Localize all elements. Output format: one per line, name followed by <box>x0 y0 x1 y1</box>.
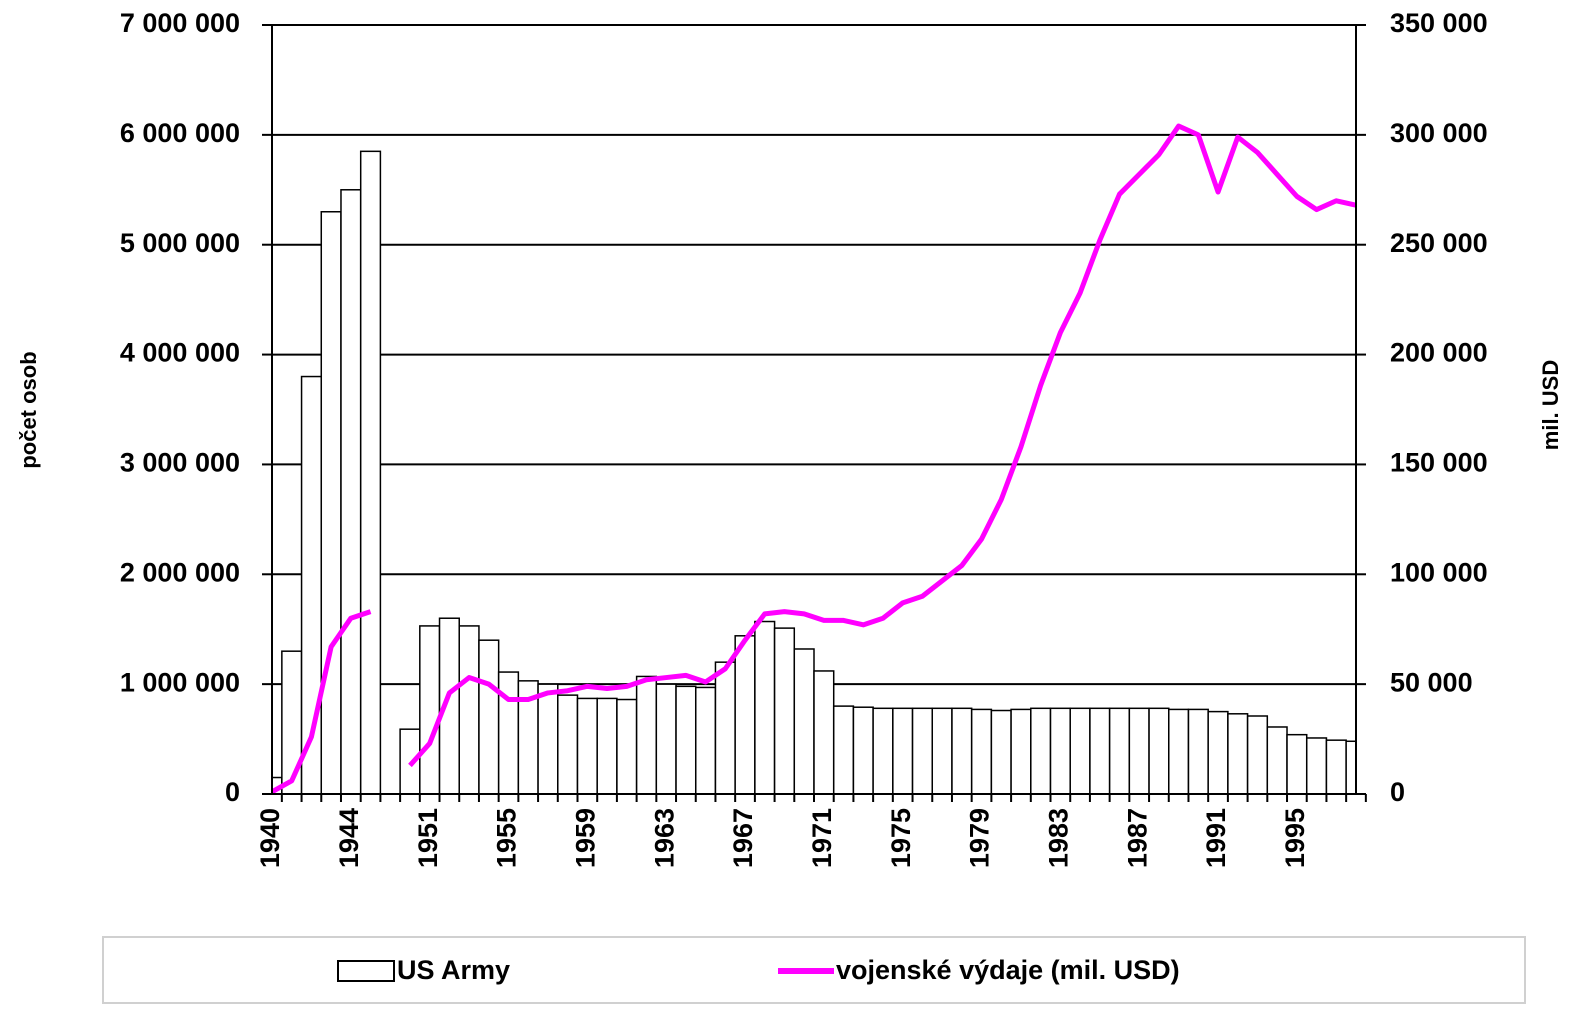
bar <box>1030 707 1052 795</box>
line <box>270 123 1357 794</box>
bar <box>1168 708 1190 795</box>
bar <box>497 671 520 795</box>
bar <box>832 705 855 795</box>
legend-label: US Army <box>397 955 510 985</box>
bar <box>1187 708 1209 795</box>
x-tick-label: 1971 <box>807 808 837 868</box>
bar <box>872 707 894 795</box>
bar <box>911 707 934 795</box>
bar <box>1246 715 1269 795</box>
bar <box>576 697 598 795</box>
bar <box>537 683 559 795</box>
x-tick-label: 1967 <box>728 808 758 868</box>
bar <box>1325 739 1347 795</box>
bar <box>320 211 342 795</box>
x-tick-label: 1991 <box>1201 808 1231 868</box>
bar <box>793 648 815 795</box>
bar <box>1345 740 1357 795</box>
bar <box>892 707 914 795</box>
bar <box>852 706 874 795</box>
y2-tick-label: 250 000 <box>1390 228 1488 258</box>
x-tick-label: 1944 <box>334 808 364 868</box>
bar <box>281 650 303 795</box>
bar <box>675 685 697 795</box>
bar <box>734 635 756 795</box>
bar <box>1305 737 1328 795</box>
bar <box>951 707 973 795</box>
y2-axis-label: mil. USD <box>1538 360 1563 450</box>
bar <box>399 728 421 795</box>
bar <box>1266 726 1288 795</box>
y-tick-label: 0 <box>225 777 240 807</box>
y2-tick-label: 0 <box>1390 777 1405 807</box>
bar <box>616 698 638 795</box>
x-tick-label: 1995 <box>1280 808 1310 868</box>
bar <box>1069 707 1091 795</box>
legend-swatch <box>337 960 395 982</box>
bar <box>1128 707 1150 795</box>
y2-tick-label: 200 000 <box>1390 338 1488 368</box>
y-tick-label: 1 000 000 <box>120 667 240 697</box>
bar <box>1207 710 1229 795</box>
y-tick-label: 6 000 000 <box>120 118 240 148</box>
bar <box>1108 707 1131 795</box>
y-tick-label: 7 000 000 <box>120 8 240 38</box>
bar <box>714 661 736 795</box>
x-tick-label: 1983 <box>1043 808 1073 868</box>
x-tick-label: 1979 <box>965 808 995 868</box>
bar <box>419 625 441 795</box>
x-tick-label: 1955 <box>492 808 522 868</box>
bar <box>813 670 835 795</box>
bar <box>557 694 579 795</box>
x-tick-label: 1963 <box>649 808 679 868</box>
bar <box>990 709 1012 795</box>
y-tick-label: 5 000 000 <box>120 228 240 258</box>
y-tick-label: 2 000 000 <box>120 557 240 587</box>
bar <box>754 620 776 795</box>
y2-tick-label: 350 000 <box>1390 8 1488 38</box>
bar <box>359 150 382 795</box>
y-tick-label: 3 000 000 <box>120 448 240 478</box>
bar <box>478 639 500 795</box>
bar <box>931 707 953 795</box>
y-tick-label: 4 000 000 <box>120 338 240 368</box>
y-axis-label: počet osob <box>16 351 41 468</box>
bar <box>655 683 677 795</box>
bar <box>1049 707 1071 795</box>
bar <box>596 697 618 795</box>
bar <box>970 708 993 795</box>
bar <box>340 189 362 795</box>
x-tick-label: 1975 <box>886 808 916 868</box>
x-tick-label: 1940 <box>255 808 285 868</box>
x-tick-label: 1987 <box>1122 808 1152 868</box>
y2-tick-label: 150 000 <box>1390 448 1488 478</box>
y2-tick-label: 50 000 <box>1390 667 1473 697</box>
bar <box>1148 707 1170 795</box>
x-tick-label: 1959 <box>570 808 600 868</box>
y2-tick-label: 100 000 <box>1390 557 1488 587</box>
bar <box>1227 713 1249 795</box>
y2-tick-label: 300 000 <box>1390 118 1488 148</box>
x-tick-label: 1951 <box>413 808 443 868</box>
bar <box>773 627 796 795</box>
bar <box>1010 708 1032 795</box>
bar <box>1089 707 1111 795</box>
bar <box>1286 733 1308 795</box>
bar <box>694 686 717 795</box>
legend-label: vojenské výdaje (mil. USD) <box>836 955 1180 985</box>
bar <box>635 675 658 795</box>
bar <box>458 625 480 795</box>
